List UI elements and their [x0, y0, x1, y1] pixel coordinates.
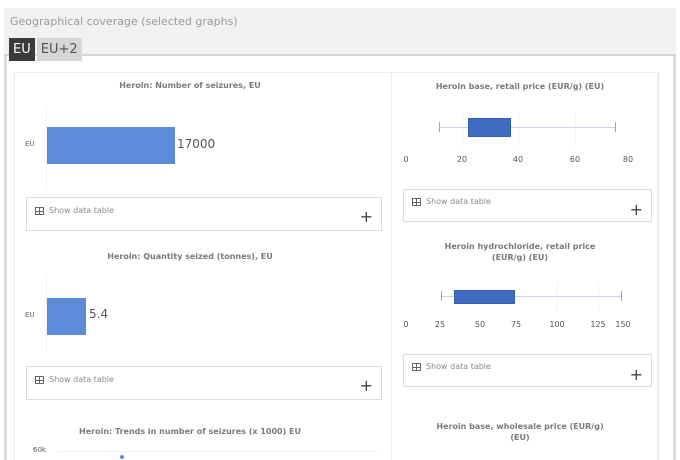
base-wholesale-title-line1: Heroin base, wholesale price (EUR/g) — [436, 422, 604, 431]
table-icon — [35, 376, 44, 384]
quantity-axis — [46, 277, 47, 352]
seizures-bar[interactable] — [47, 127, 175, 164]
gridline — [575, 112, 576, 147]
trends-gridline — [58, 451, 378, 452]
geographical-coverage-bar: Geographical coverage (selected graphs) … — [4, 8, 676, 61]
geographical-coverage-label: Geographical coverage (selected graphs) — [10, 15, 238, 28]
base-retail-whisker — [439, 127, 615, 128]
gridline — [518, 112, 519, 147]
tab-eu-plus-2[interactable]: EU+2 — [36, 38, 82, 61]
quantity-category-label: EU — [25, 311, 35, 319]
geo-tabs: EU EU+2 — [9, 38, 82, 61]
hcl-retail-tick: 25 — [434, 320, 446, 329]
right-column — [391, 72, 659, 460]
quantity-chart-title: Heroin: Quantity seized (tonnes), EU — [107, 252, 273, 261]
hcl-retail-tick: 100 — [549, 320, 565, 329]
seizures-axis — [46, 107, 47, 187]
base-retail-show-data-table[interactable]: Show data table + — [403, 189, 652, 222]
hcl-retail-min-cap — [441, 291, 442, 301]
graphs-container — [4, 56, 676, 460]
hcl-retail-title-line2: (EUR/g) (EU) — [491, 253, 549, 262]
base-retail-max-cap — [615, 122, 616, 132]
plus-icon[interactable]: + — [629, 200, 643, 219]
quantity-show-data-table[interactable]: Show data table + — [26, 366, 382, 400]
plus-icon[interactable]: + — [359, 207, 373, 226]
seizures-chart-title: Heroin: Number of seizures, EU — [119, 81, 261, 90]
table-icon — [412, 198, 421, 206]
base-retail-tick: 60 — [569, 155, 581, 164]
gridline — [557, 282, 558, 312]
trends-data-point[interactable] — [120, 455, 124, 459]
quantity-bar[interactable] — [47, 298, 86, 335]
seizures-value: 17000 — [177, 137, 216, 151]
base-retail-tick: 0 — [403, 155, 409, 164]
hcl-retail-tick: 75 — [510, 320, 522, 329]
tab-eu[interactable]: EU — [9, 38, 35, 61]
gridline — [598, 282, 599, 312]
hcl-retail-max-cap — [621, 291, 622, 301]
base-retail-box[interactable] — [468, 118, 511, 137]
hcl-retail-tick: 150 — [615, 320, 631, 329]
base-wholesale-chart-title: Heroin base, wholesale price (EUR/g) (EU… — [405, 421, 635, 443]
table-icon — [35, 207, 44, 215]
show-data-table-label: Show data table — [426, 197, 491, 206]
seizures-show-data-table[interactable]: Show data table + — [26, 197, 382, 231]
show-data-table-label: Show data table — [49, 375, 114, 384]
trends-chart-title: Heroin: Trends in number of seizures (x … — [79, 427, 301, 436]
trends-y-tick: 60k — [33, 446, 46, 454]
hcl-retail-box[interactable] — [454, 290, 515, 304]
seizures-category-label: EU — [25, 140, 35, 148]
hcl-retail-whisker — [441, 296, 621, 297]
hcl-retail-tick: 50 — [474, 320, 486, 329]
quantity-value: 5.4 — [89, 307, 109, 321]
show-data-table-label: Show data table — [49, 206, 114, 215]
show-data-table-label: Show data table — [426, 362, 491, 371]
plus-icon[interactable]: + — [629, 365, 643, 384]
hcl-retail-tick: 125 — [590, 320, 606, 329]
base-retail-chart-title: Heroin base, retail price (EUR/g) (EU) — [435, 82, 605, 91]
base-retail-tick: 80 — [622, 155, 634, 164]
graphs-panel — [14, 72, 658, 460]
base-retail-tick: 40 — [512, 155, 524, 164]
hcl-retail-title-line1: Heroin hydrochloride, retail price — [444, 242, 596, 251]
base-retail-min-cap — [439, 122, 440, 132]
base-wholesale-title-line2: (EU) — [510, 433, 530, 442]
hcl-retail-show-data-table[interactable]: Show data table + — [403, 354, 652, 387]
gridline — [462, 112, 463, 147]
base-retail-tick: 20 — [456, 155, 468, 164]
plus-icon[interactable]: + — [359, 376, 373, 395]
hcl-retail-chart-title: Heroin hydrochloride, retail price (EUR/… — [405, 241, 635, 263]
hcl-retail-tick: 0 — [403, 320, 409, 329]
table-icon — [412, 363, 421, 371]
